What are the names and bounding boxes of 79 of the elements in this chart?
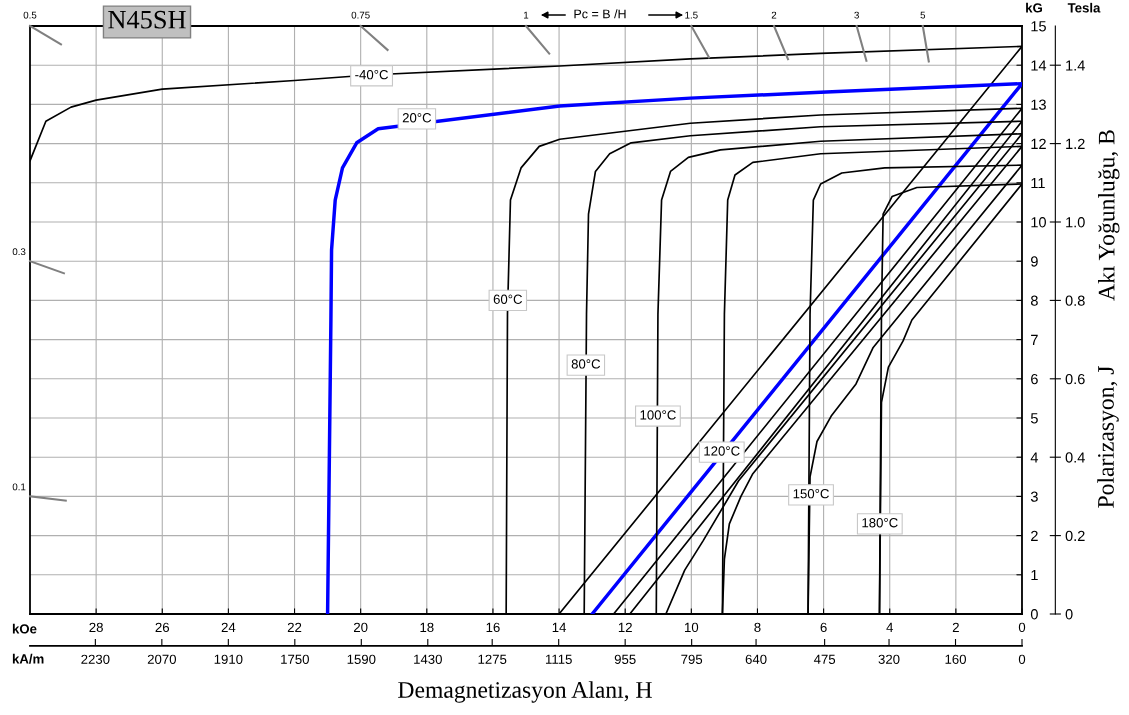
x2-tick-label: 2230 — [81, 654, 110, 664]
y-tick-label: 7 — [1031, 334, 1038, 345]
y-tick-label: 14 — [1031, 60, 1047, 71]
x2-tick-label: 955 — [614, 654, 636, 664]
text: Tesla — [1067, 2, 1101, 13]
y-tick-label: 9 — [1031, 256, 1038, 267]
x-tick-label: 26 — [155, 622, 170, 633]
x2-tick-label: 1750 — [281, 654, 309, 664]
y-tick-label: 10 — [1031, 217, 1046, 228]
y2-tick-label: 1.0 — [1066, 217, 1085, 228]
y-tick-label: 15 — [1031, 21, 1046, 32]
x-tick-label: 24 — [221, 622, 236, 632]
x2-tick-label: 1910 — [214, 654, 243, 664]
text: 1.5 — [685, 11, 698, 19]
x2-tick-label: 0 — [1018, 654, 1026, 664]
y-tick-label: 1 — [1031, 570, 1038, 581]
annotation: 60°C — [493, 294, 523, 304]
text: 3 — [854, 11, 859, 19]
x2-tick-label: 1275 — [478, 654, 507, 664]
text: 2 — [771, 11, 777, 19]
y-tick-label: 4 — [1030, 452, 1039, 463]
y-tick-label: 12 — [1031, 138, 1046, 149]
y2-axis-title: Akı Yoğunluğu, B — [1098, 130, 1120, 301]
x-axis-title: Demagnetizasyon Alanı, H — [398, 681, 652, 703]
x-tick-label: 4 — [886, 622, 894, 632]
y2-tick-label: 1.2 — [1066, 138, 1085, 149]
y-tick-label: 3 — [1030, 491, 1038, 502]
annotation: 100°C — [640, 410, 676, 420]
x2-tick-label: 2070 — [147, 654, 177, 664]
text: 0.3 — [12, 248, 26, 256]
x-tick-label: 2 — [952, 622, 959, 632]
x-tick-label: 16 — [486, 622, 500, 633]
x-tick-label: 10 — [685, 622, 699, 633]
y-tick-label: 11 — [1031, 178, 1045, 189]
x2-tick-label: 1430 — [414, 654, 442, 664]
x2-tick-label: 160 — [945, 654, 967, 664]
x-tick-label: 8 — [754, 622, 761, 633]
y-tick-label: 5 — [1030, 413, 1038, 424]
text: 0.5 — [23, 11, 37, 19]
x-tick-label: 12 — [618, 622, 632, 632]
x2-tick-label: 1590 — [347, 654, 376, 664]
text: kG — [1026, 2, 1042, 13]
y2-tick-label: 0.2 — [1065, 530, 1085, 542]
y-tick-label: 13 — [1031, 99, 1046, 110]
x2-tick-label: 475 — [813, 654, 836, 664]
x2-tick-label: 1115 — [545, 654, 572, 664]
x2-tick-label: 320 — [878, 654, 900, 664]
text: 0.1 — [12, 483, 26, 491]
text: 1 — [524, 11, 529, 19]
x-tick-label: 14 — [552, 622, 567, 632]
y-tick-label: 6 — [1031, 373, 1038, 385]
x-tick-label: 22 — [287, 622, 302, 632]
x-tick-label: 0 — [1018, 622, 1026, 633]
y2-tick-label: 0.8 — [1065, 295, 1085, 306]
x-tick-label: 18 — [420, 622, 434, 633]
y2-tick-label: 1.4 — [1066, 60, 1085, 71]
x-tick-label: 20 — [353, 622, 368, 633]
x-tick-label: 28 — [89, 622, 103, 633]
annotation: 120°C — [704, 446, 740, 456]
text: Pc = B /H — [574, 9, 626, 19]
annotation: 180°C — [862, 518, 898, 528]
y-tick-label: 0 — [1030, 609, 1038, 620]
x2-tick-label: 640 — [745, 654, 767, 664]
text: kA/m — [12, 653, 44, 664]
y2-tick-label: 0.6 — [1065, 373, 1085, 385]
y2-tick-label: 0.4 — [1065, 452, 1085, 463]
y-tick-label: 2 — [1031, 530, 1038, 541]
text: 5 — [920, 11, 926, 19]
text: 0.75 — [351, 11, 370, 19]
chart-title: N45SH — [108, 10, 186, 29]
x-tick-label: 6 — [820, 622, 827, 633]
y-tick-label: 8 — [1030, 295, 1038, 306]
annotation: 150°C — [793, 489, 829, 499]
x2-tick-label: 795 — [681, 654, 703, 664]
y2-tick-label: 0 — [1065, 609, 1073, 620]
text: kOe — [12, 623, 37, 634]
annotation: 20°C — [402, 113, 432, 123]
text: Polarizasyon, J — [1097, 366, 1119, 508]
annotation: 80°C — [571, 359, 601, 369]
